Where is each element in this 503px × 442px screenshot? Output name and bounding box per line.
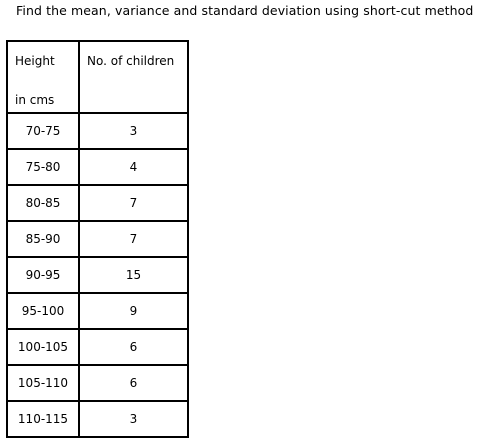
height-cell: 90-95 <box>6 256 80 294</box>
height-cell: 75-80 <box>6 148 80 186</box>
height-cell: 100-105 <box>6 328 80 366</box>
children-cell: 7 <box>78 220 189 258</box>
height-cell: 70-75 <box>6 112 80 150</box>
children-cell: 7 <box>78 184 189 222</box>
height-cell: 95-100 <box>6 292 80 330</box>
header-children: No. of children <box>78 40 189 114</box>
question-text: Find the mean, variance and standard dev… <box>16 3 474 18</box>
height-cell: 105-110 <box>6 364 80 402</box>
header-children-label: No. of children <box>87 54 175 68</box>
height-cell: 85-90 <box>6 220 80 258</box>
header-height-line2: in cms <box>15 93 55 107</box>
table-row: 90-95 15 <box>6 256 189 294</box>
table-row: 70-75 3 <box>6 112 189 150</box>
table-row: 110-115 3 <box>6 400 189 438</box>
frequency-table: Height in cms No. of children 70-75 3 75… <box>6 40 189 438</box>
height-cell: 110-115 <box>6 400 80 438</box>
children-cell: 4 <box>78 148 189 186</box>
table-row: 100-105 6 <box>6 328 189 366</box>
children-cell: 3 <box>78 112 189 150</box>
table-header-row: Height in cms No. of children <box>6 40 189 114</box>
children-cell: 3 <box>78 400 189 438</box>
children-cell: 6 <box>78 364 189 402</box>
table-row: 80-85 7 <box>6 184 189 222</box>
header-height: Height in cms <box>6 40 80 114</box>
header-height-line1: Height <box>15 54 55 68</box>
table-row: 75-80 4 <box>6 148 189 186</box>
table-row: 95-100 9 <box>6 292 189 330</box>
height-cell: 80-85 <box>6 184 80 222</box>
table-row: 105-110 6 <box>6 364 189 402</box>
table-row: 85-90 7 <box>6 220 189 258</box>
children-cell: 15 <box>78 256 189 294</box>
children-cell: 6 <box>78 328 189 366</box>
children-cell: 9 <box>78 292 189 330</box>
